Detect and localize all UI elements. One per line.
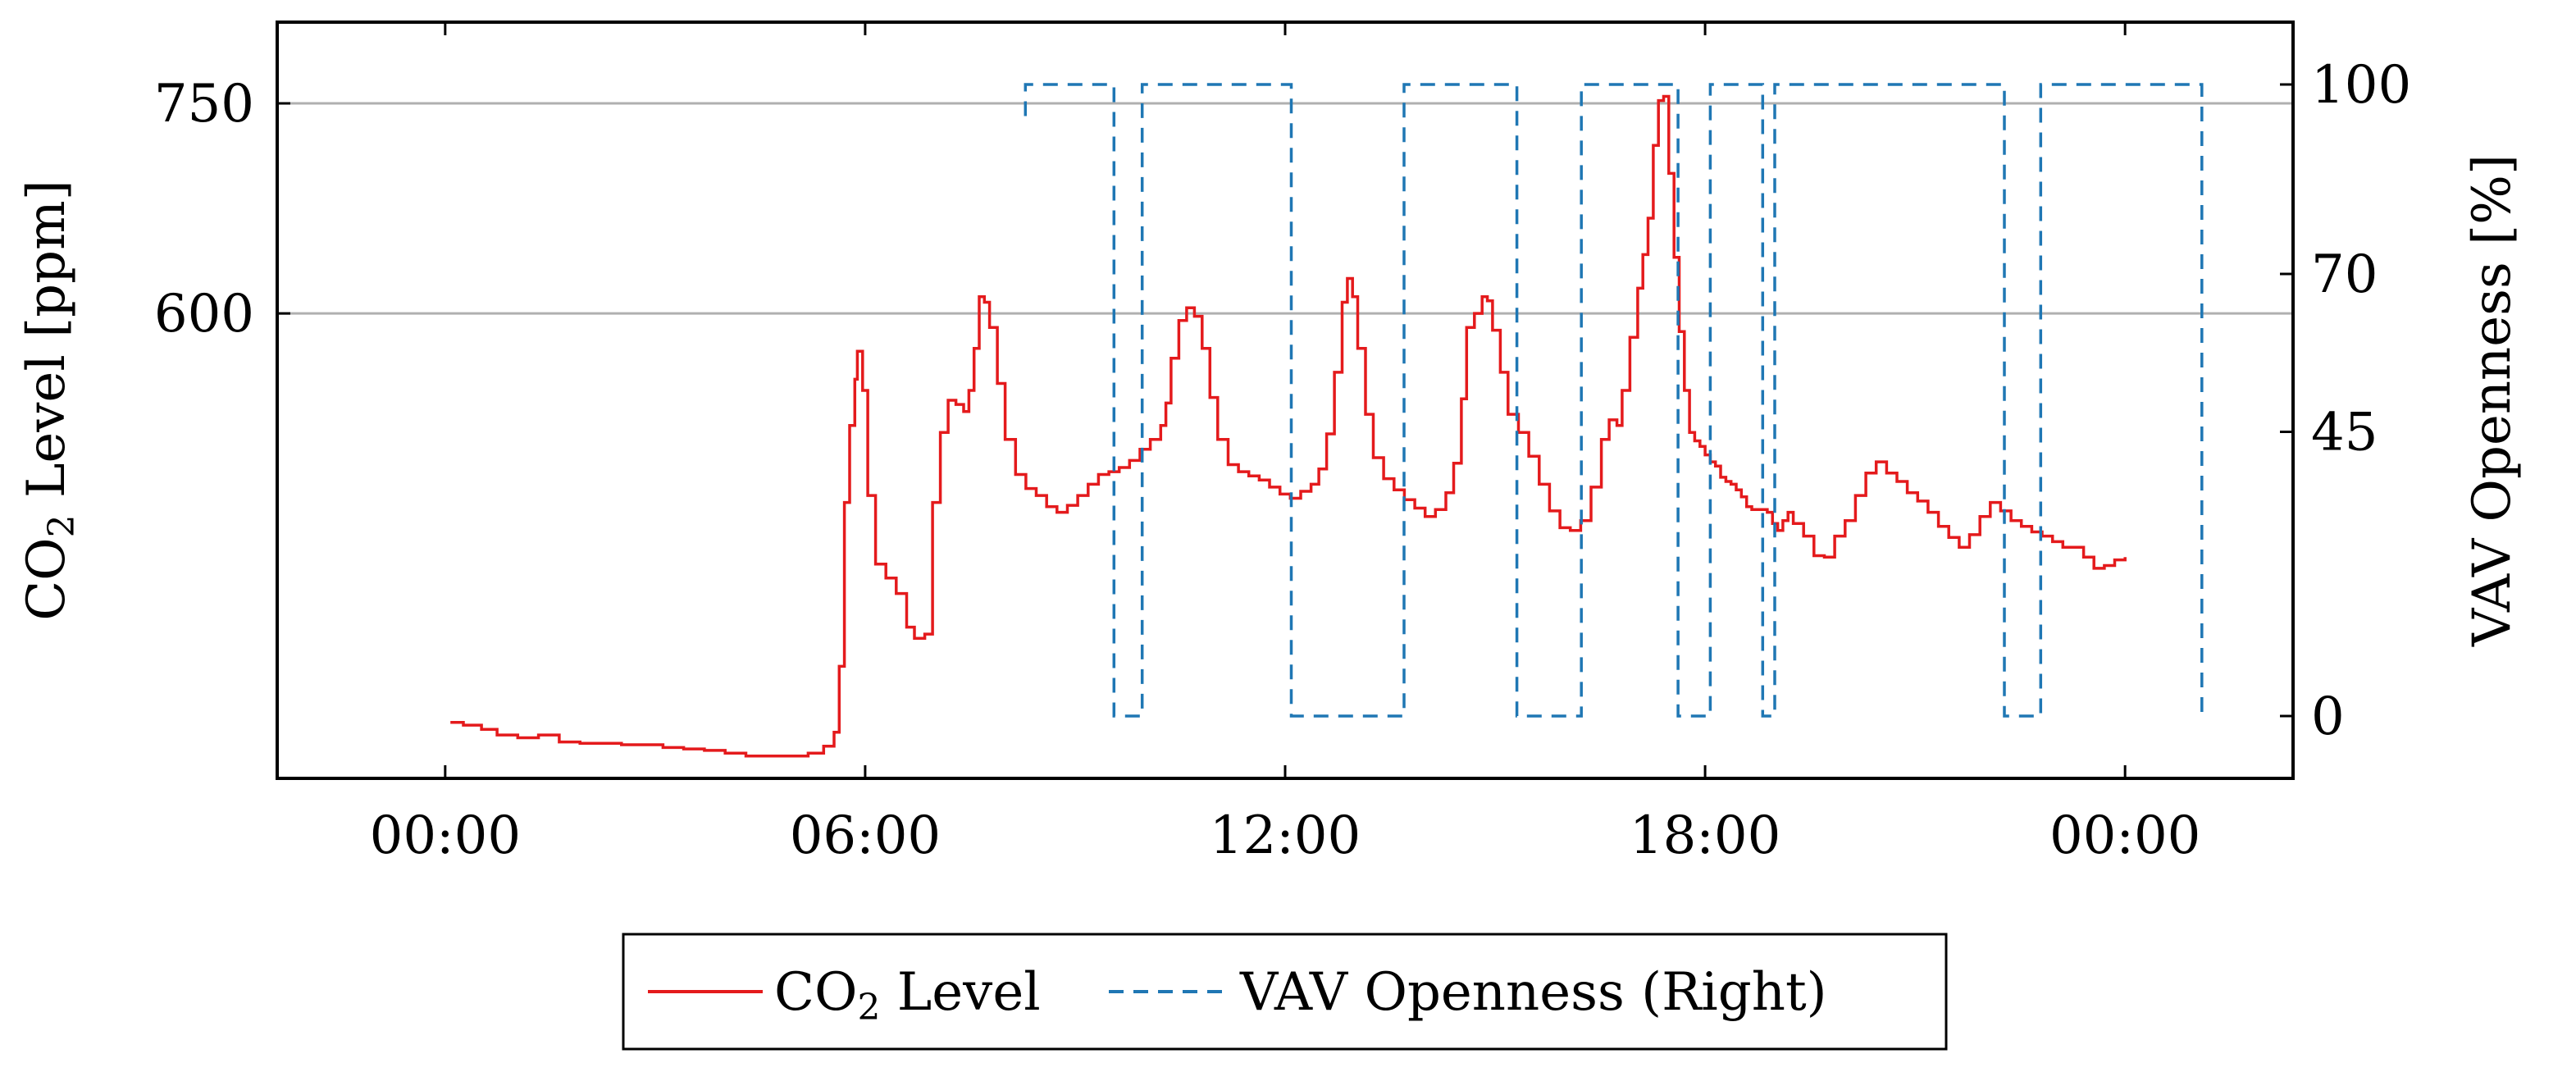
vav-line xyxy=(1024,83,2204,718)
x-tick-label: 00:00 xyxy=(2049,805,2200,866)
legend-box xyxy=(622,933,1948,1051)
vav-series xyxy=(1024,83,2204,718)
y-right-tick-label: 70 xyxy=(2311,244,2378,305)
co2-series xyxy=(450,94,2127,758)
axis-ticks xyxy=(277,22,2293,778)
y-left-tick-label: 600 xyxy=(154,284,254,344)
y-left-tick-label: 750 xyxy=(154,74,254,135)
legend-vav-label: VAV Openness (Right) xyxy=(1239,962,1827,1023)
y-right-tick-label: 0 xyxy=(2311,687,2345,747)
y-right-label: VAV Openness [%] xyxy=(2462,154,2523,647)
y-right-tick-label: 100 xyxy=(2311,55,2411,116)
x-tick-label: 00:00 xyxy=(370,805,521,866)
tick-labels: 600 750 0 45 70 100 00:00 06:00 12:00 18:00 00:00 xyxy=(154,55,2411,866)
x-tick-label: 06:00 xyxy=(790,805,941,866)
legend: CO2 Level VAV Openness (Right) xyxy=(622,933,1948,1051)
y-right-tick-label: 45 xyxy=(2311,403,2378,463)
x-tick-label: 12:00 xyxy=(1210,805,1361,866)
legend-co2-label: CO2 Level xyxy=(774,962,1041,1029)
x-tick-label: 18:00 xyxy=(1630,805,1780,866)
plot-frame xyxy=(276,21,2295,780)
co2-line xyxy=(450,94,2127,758)
y-left-label: CO2 Level [ppm] xyxy=(16,180,83,621)
grid-lines xyxy=(277,102,2293,315)
